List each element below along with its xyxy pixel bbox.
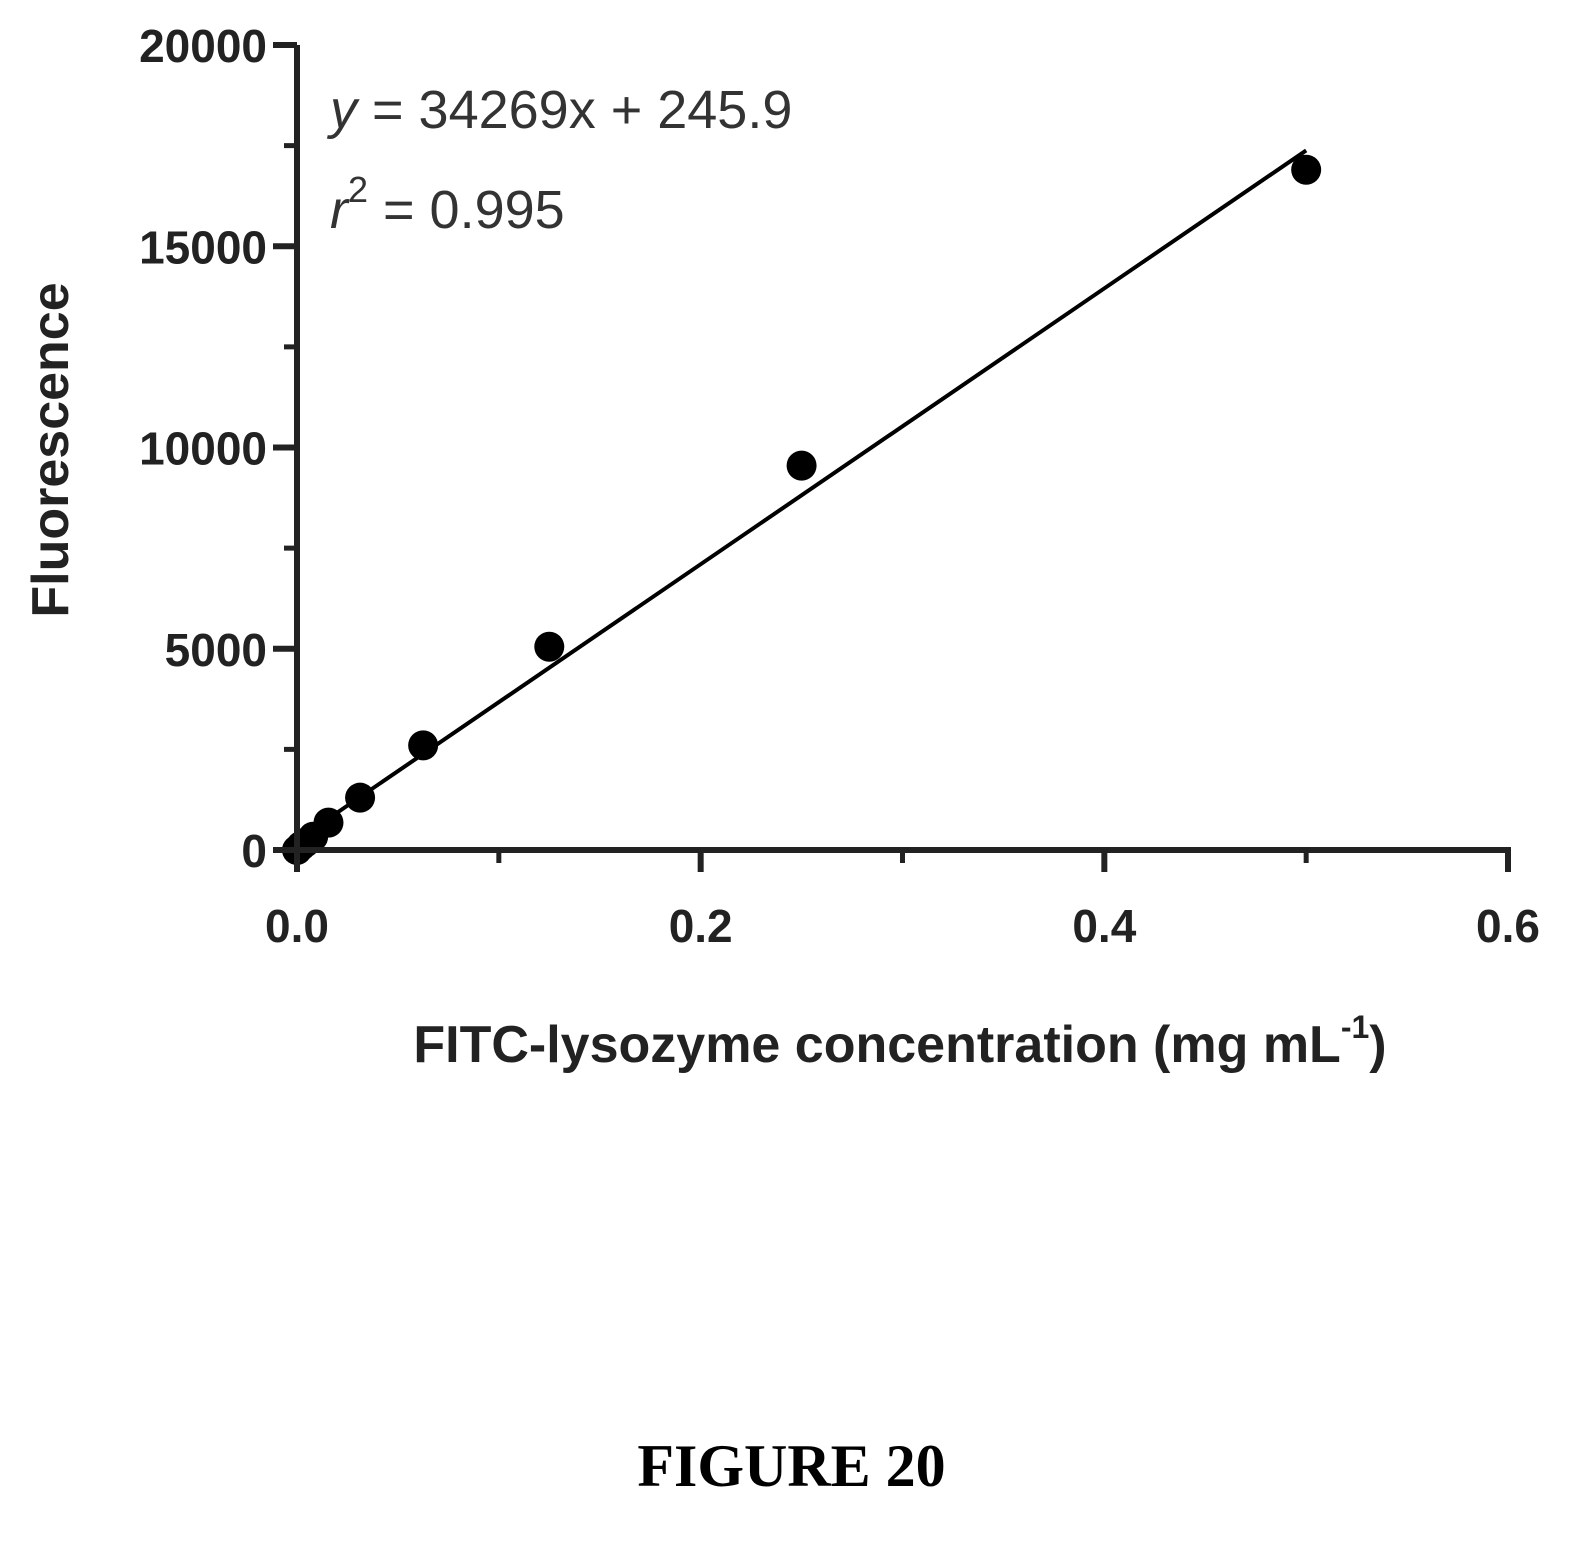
x-axis-title-main: FITC-lysozyme concentration (mg mL	[413, 1016, 1340, 1074]
x-tick-label: 0.2	[669, 900, 733, 952]
y-axis-title: Fluorescence	[22, 282, 80, 617]
y-tick-label: 15000	[139, 221, 267, 273]
fit-line-layer	[295, 148, 1308, 842]
tick-labels: 0 5000 10000 15000 20000 0.0 0.2 0.4 0.6	[139, 20, 1540, 952]
data-point	[313, 807, 344, 838]
fit-equation-annotation: y = 34269x + 245.9	[326, 80, 792, 140]
x-axis-title: FITC-lysozyme concentration (mg mL-1)	[413, 1009, 1386, 1074]
r-squared-text: = 0.995	[368, 180, 565, 240]
x-tick-label: 0.6	[1476, 900, 1540, 952]
data-point	[786, 450, 817, 481]
x-axis-title-superscript: -1	[1341, 1009, 1369, 1045]
r-squared-exponent: 2	[348, 169, 368, 210]
data-points-layer	[282, 154, 1322, 865]
y-tick-label: 20000	[139, 20, 267, 72]
linear-fit-line	[295, 148, 1308, 842]
data-point	[534, 631, 565, 662]
r-squared-variable: r	[330, 180, 350, 240]
axes	[273, 42, 1511, 872]
equation-variable: y	[326, 80, 360, 140]
y-tick-label: 5000	[165, 624, 267, 676]
y-tick-label: 10000	[139, 423, 267, 475]
r-squared-annotation: r2 = 0.995	[330, 169, 565, 240]
data-point	[408, 730, 439, 761]
data-point	[345, 782, 376, 813]
x-tick-label: 0.0	[265, 900, 329, 952]
y-tick-label: 0	[241, 825, 267, 877]
x-axis-title-close: )	[1369, 1016, 1386, 1074]
data-point	[1291, 154, 1322, 185]
figure-caption: FIGURE 20	[637, 1433, 946, 1499]
equation-text: = 34269x + 245.9	[357, 80, 792, 140]
x-tick-label: 0.4	[1072, 900, 1136, 952]
